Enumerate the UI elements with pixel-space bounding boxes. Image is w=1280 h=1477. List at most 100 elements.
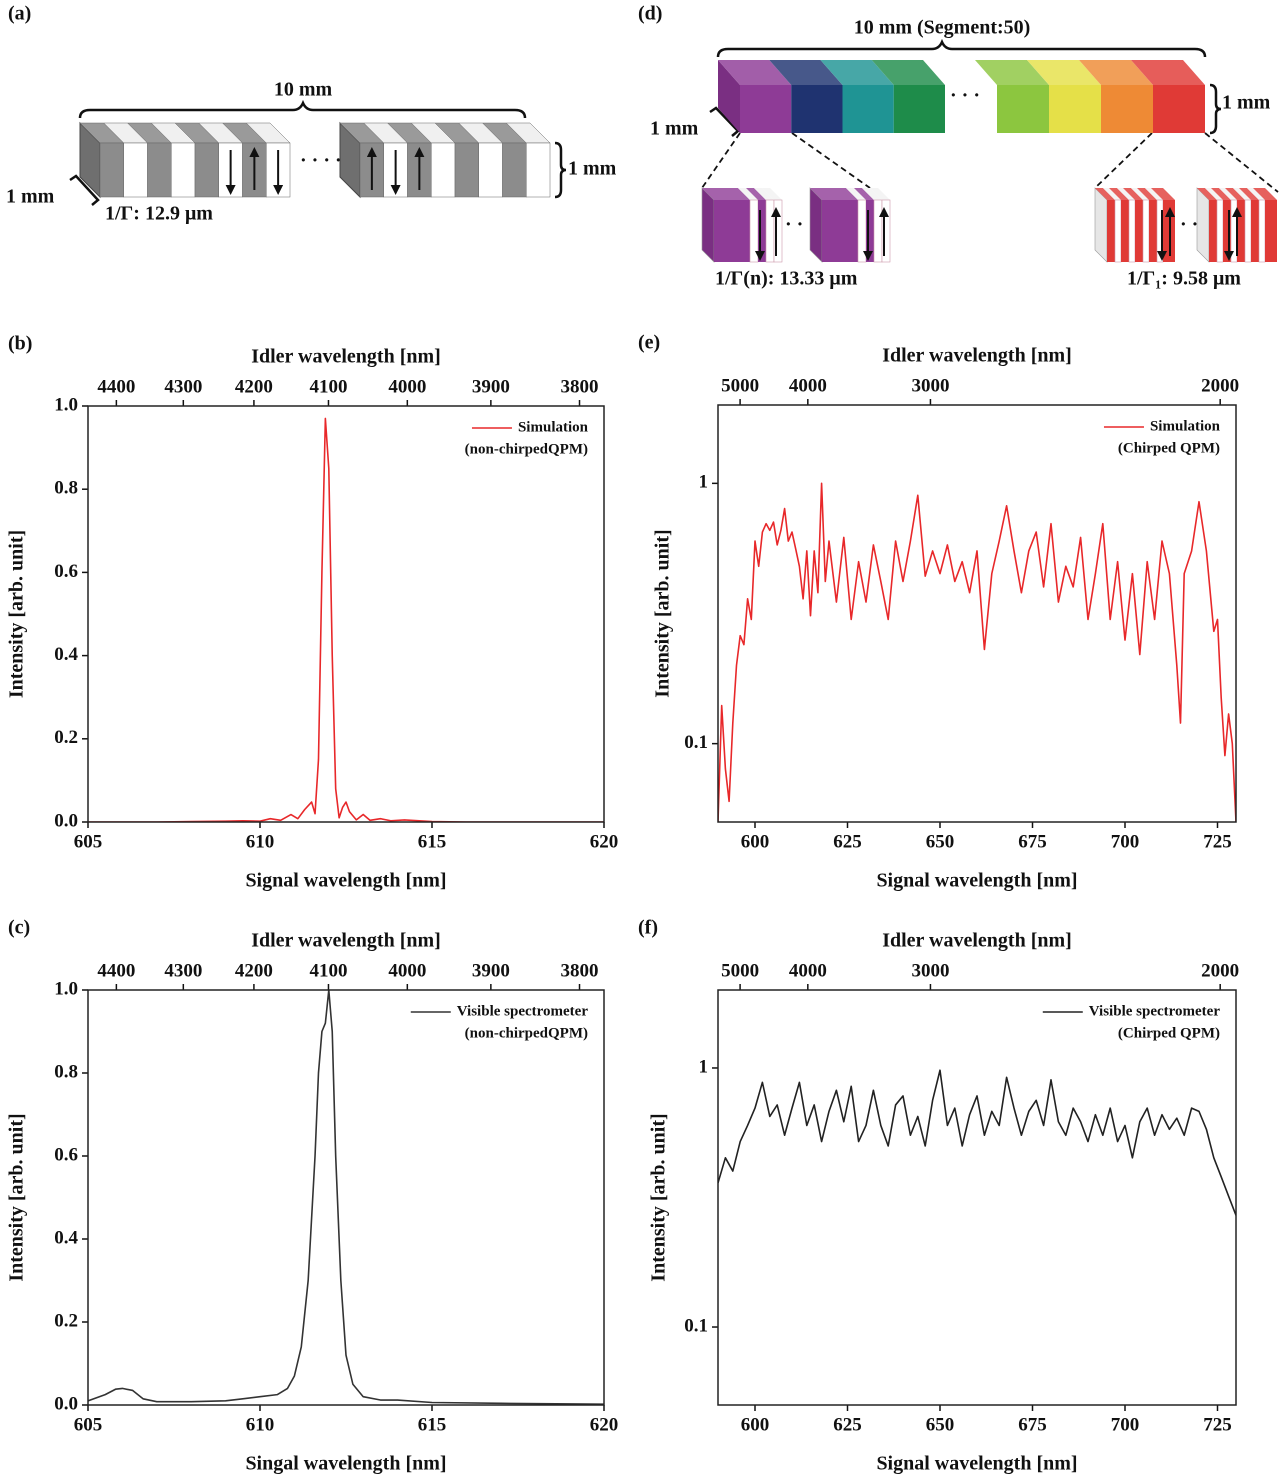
panel-label: (f) [638,917,658,939]
legend-label: Visible spectrometer [457,1003,589,1019]
x2-tick-label: 4200 [235,960,273,981]
zoom-stripe [1265,200,1277,262]
zoom-stripe [1216,199,1224,263]
block-stripe [171,142,196,198]
zoom-top [1225,188,1245,200]
legend-label: Simulation [1150,418,1221,434]
x2-axis-label: Idler wavelength [nm] [251,346,441,368]
zoom-side [1196,187,1210,263]
panel-label: (d) [638,3,662,25]
y-tick-label: 0.6 [54,561,78,582]
block-stripe [147,142,172,198]
x-tick-label: 725 [1203,1414,1232,1435]
zoom-top [762,188,782,200]
plot-area [88,417,604,822]
y-tick-label: 0.8 [54,478,78,499]
y-tick-label: 0.1 [684,732,708,753]
brace [78,99,527,119]
x2-tick-label: 4100 [309,376,347,397]
zoom-stripe [1258,199,1266,263]
dots: · · [1180,214,1198,236]
height-label: 1 mm [568,158,617,180]
segment-front [842,85,894,133]
x-tick-label: 620 [590,831,619,852]
zoom-stripe [1128,199,1136,263]
zoom-top [1109,188,1129,200]
zoom-stripe [1244,199,1252,263]
x-tick-label: 610 [246,831,275,852]
zoom-side [809,187,823,263]
x-tick-label: 675 [1018,831,1047,852]
x-tick-label: 700 [1111,1414,1140,1435]
segment-top [1079,60,1153,85]
x-axis-label: Signal wavelength [nm] [245,870,446,892]
x2-axis-label: Idler wavelength [nm] [251,930,441,952]
x2-tick-label: 5000 [721,960,759,981]
zoom-top [1117,188,1135,200]
plot-frame [87,405,605,823]
zoom-top [846,188,866,200]
length-label: 10 mm [274,79,333,101]
data-line [718,1069,1236,1216]
zoom-stripe [1209,200,1217,262]
block-stripe [478,142,503,198]
x-tick-label: 620 [590,1414,619,1435]
x2-tick-label: 5000 [721,375,759,396]
zoom-stripe [1237,200,1245,262]
x2-tick-label: 2000 [1201,960,1239,981]
panel-label: (e) [638,332,660,354]
x-tick-label: 650 [926,1414,955,1435]
zoom-top [1239,188,1259,200]
zoom-top [754,188,774,200]
zoom-stripe [1135,200,1143,262]
x2-tick-label: 3800 [561,960,599,981]
plot-frame [717,404,1237,823]
dots: · · · · [300,150,342,172]
x2-tick-label: 4400 [97,376,135,397]
zoom-stripe [881,199,891,263]
zoom-top [1151,188,1175,200]
x2-tick-label: 3900 [472,376,510,397]
zoom-top [1211,188,1231,200]
segment-top [975,60,1049,85]
legend-note: (Chirped QPM) [1118,1025,1220,1041]
x-axis-label: Signal wavelength [nm] [876,1453,1077,1475]
x-tick-label: 610 [246,1414,275,1435]
x-tick-label: 650 [926,831,955,852]
data-line [718,482,1236,822]
zoom-stripe [1121,200,1129,262]
bracket [1209,83,1222,135]
zoom-lines [701,132,1279,193]
x2-tick-label: 4100 [309,960,347,981]
length-label: 10 mm (Segment:50) [854,17,1031,39]
period-label: 1/Γ₁: 9.58 μm [1127,268,1241,290]
legend-note: (Chirped QPM) [1118,440,1220,456]
zoom-top [1123,188,1143,200]
y-tick-label: 0.0 [54,810,78,831]
x2-tick-label: 4300 [164,376,202,397]
bracket [554,141,567,199]
period-label: 1/Γ(n): 13.33 μm [715,268,858,290]
zoom-top [870,188,890,200]
panel-label: (b) [8,333,32,355]
x2-tick-label: 4000 [388,376,426,397]
x-tick-label: 615 [418,1414,447,1435]
zoom-top [1247,188,1265,200]
segment-front [1153,85,1205,133]
panel-label: (a) [8,3,31,25]
legend-label: Simulation [518,419,589,435]
legend-label: Visible spectrometer [1089,1003,1221,1019]
block-stripe [454,142,479,198]
zoom-top [1219,188,1237,200]
zoom-top [1145,188,1163,200]
x-tick-label: 600 [741,1414,770,1435]
segment-front [1101,85,1153,133]
block-stripe [431,142,456,198]
block-stripe [123,142,148,198]
y-tick-label: 0.6 [54,1144,78,1165]
zoom-top [1205,188,1223,200]
x-tick-label: 725 [1203,831,1232,852]
x-axis-label: Signal wavelength [nm] [876,870,1077,892]
segment-top [1131,60,1205,85]
zoom-top [862,188,882,200]
